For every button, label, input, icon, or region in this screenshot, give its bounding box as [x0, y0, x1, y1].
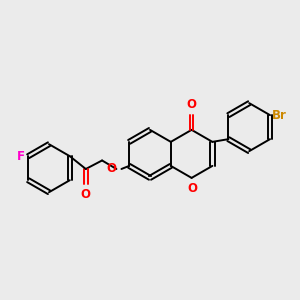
Text: O: O — [81, 188, 91, 201]
Text: O: O — [187, 98, 196, 111]
Text: O: O — [106, 163, 116, 176]
Text: O: O — [188, 182, 197, 195]
Text: F: F — [17, 150, 25, 163]
Text: Br: Br — [272, 109, 287, 122]
